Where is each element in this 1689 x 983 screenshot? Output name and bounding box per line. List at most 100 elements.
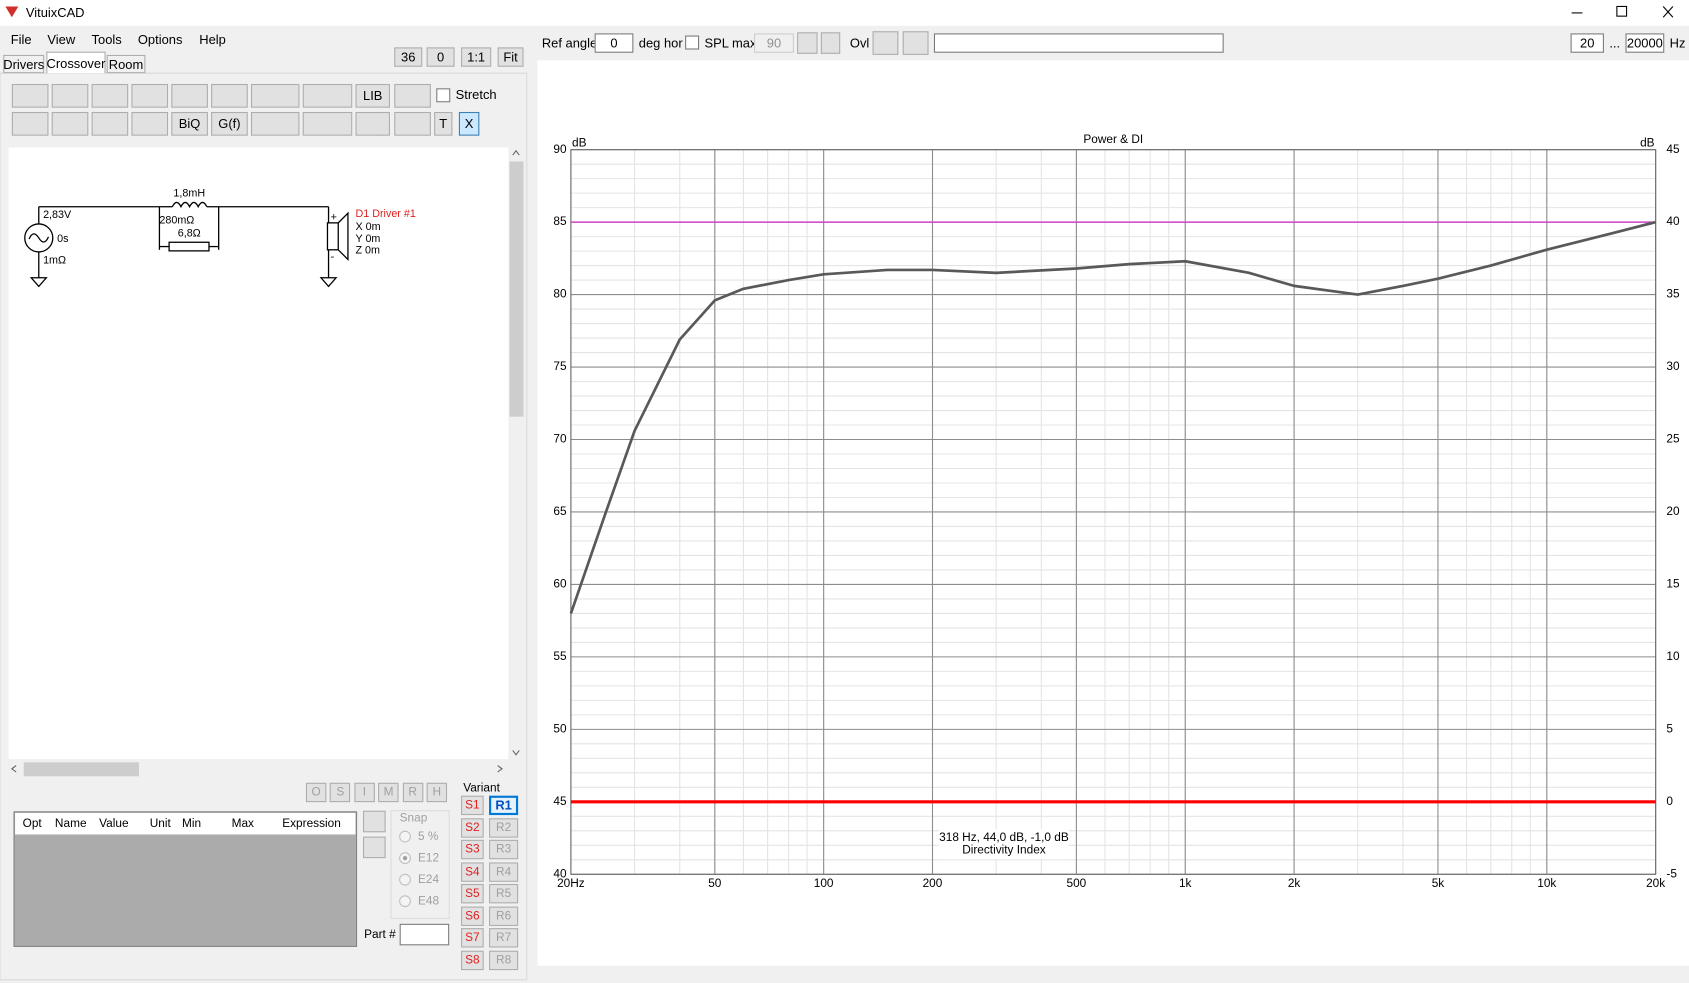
variant-r-button[interactable]: R6 (489, 906, 519, 926)
variant-r-button[interactable]: R2 (489, 817, 519, 838)
table-header: Max (231, 817, 254, 831)
toolbar-button[interactable] (91, 83, 129, 108)
zoom-button[interactable]: 36 (394, 47, 423, 67)
zoom-button[interactable]: 1:1 (461, 47, 492, 67)
toolbar-button[interactable] (11, 111, 49, 136)
toolbar-button[interactable]: X (458, 111, 480, 136)
schematic-label: Z 0m (355, 245, 380, 257)
snap-group (390, 810, 450, 919)
menu-item[interactable]: File (10, 32, 32, 48)
variant-r-button[interactable]: R8 (489, 950, 519, 970)
series-line (569, 220, 1656, 614)
tab[interactable]: Drivers (3, 54, 45, 74)
optimizer-button[interactable]: R (402, 782, 423, 803)
tab[interactable]: Crossover (46, 51, 106, 74)
toolbar-button[interactable] (302, 111, 353, 136)
toolbar-button[interactable] (250, 83, 300, 108)
toolbar-button[interactable] (355, 111, 390, 136)
toolbar-button[interactable] (171, 83, 208, 108)
hz-label: Hz (1669, 35, 1686, 51)
spl-max-checkbox[interactable] (685, 35, 700, 50)
menu-item[interactable]: Tools (91, 32, 122, 48)
add-overlay-button[interactable] (872, 31, 899, 55)
toolbar-button[interactable] (394, 111, 431, 136)
f-min-input[interactable]: 20 (1570, 33, 1604, 53)
variant-r-button[interactable]: R7 (489, 928, 519, 948)
y-tick-label: 60 (553, 577, 567, 591)
menu-item[interactable]: Help (199, 32, 226, 48)
variant-r-button[interactable]: R4 (489, 861, 519, 882)
spl-down-button[interactable] (820, 32, 841, 54)
toolbar-button[interactable]: BiQ (171, 111, 208, 136)
variant-s-button[interactable]: S6 (461, 906, 484, 926)
zoom-button[interactable]: Fit (497, 47, 524, 67)
variant-s-button[interactable]: S7 (461, 928, 484, 948)
chart: 20Hz 50 100 200 500 1k 2k 5k 10k 20k4045505560657… (553, 132, 1680, 890)
optimizer-button[interactable]: S (330, 782, 351, 803)
toolbar-button[interactable]: G(f) (211, 111, 248, 136)
y-axis-label: dB (572, 135, 587, 149)
stretch-checkbox[interactable] (436, 88, 451, 103)
optimizer-button[interactable]: M (378, 782, 399, 803)
toolbar-button[interactable] (211, 83, 248, 108)
spl-up-button[interactable] (797, 32, 818, 54)
toolbar-button[interactable] (51, 83, 89, 108)
x-tick-label: 20Hz (557, 876, 585, 890)
y2-tick-label: 20 (1666, 504, 1680, 518)
menu-item[interactable]: View (47, 32, 76, 48)
y-tick-label: 40 (553, 866, 567, 880)
variant-r-button[interactable]: R3 (489, 839, 519, 860)
variant-s-button[interactable]: S8 (461, 950, 484, 970)
menu-item[interactable]: Options (137, 32, 183, 48)
variant-s-button[interactable]: S2 (461, 817, 484, 838)
tab[interactable]: Room (106, 54, 146, 74)
move-down-button[interactable] (363, 836, 386, 859)
optimizer-button[interactable]: I (354, 782, 375, 803)
v-scroll-thumb[interactable] (509, 161, 524, 417)
v-scroll-arrows[interactable] (512, 149, 520, 756)
toolbar-button[interactable] (91, 111, 129, 136)
toolbar-button[interactable]: LIB (355, 83, 390, 108)
toolbar-button[interactable] (131, 83, 169, 108)
variant-label: Variant (463, 781, 500, 795)
table-header: Unit (149, 817, 171, 831)
y2-tick-label: 35 (1666, 287, 1680, 301)
y2-tick-label: -5 (1666, 866, 1677, 880)
toolbar-button[interactable] (302, 83, 353, 108)
toolbar-button[interactable] (131, 111, 169, 136)
f-max-input[interactable]: 20000 (1625, 33, 1665, 53)
table-header: Name (54, 817, 87, 831)
y-tick-label: 65 (553, 504, 567, 518)
variant-r-button[interactable]: R5 (489, 883, 519, 904)
toolbar-button[interactable] (394, 83, 431, 108)
move-up-button[interactable] (363, 810, 386, 833)
part-input[interactable] (399, 923, 450, 946)
annotation: Directivity Index (962, 843, 1046, 857)
toolbar-button[interactable] (11, 83, 49, 108)
h-scroll-thumb[interactable] (23, 762, 139, 777)
snap-option: 5 % (417, 830, 439, 844)
optimizer-button[interactable]: H (426, 782, 448, 803)
toolbar-button[interactable] (250, 111, 300, 136)
window-controls[interactable] (1571, 5, 1674, 18)
overlay-input[interactable] (933, 33, 1224, 53)
h-scroll-arrows[interactable] (10, 765, 503, 773)
snap-option: E12 (417, 851, 440, 865)
y-tick-label: 90 (553, 142, 567, 156)
toolbar-button[interactable] (51, 111, 89, 136)
variant-s-button[interactable]: S4 (461, 861, 484, 882)
variant-s-button[interactable]: S5 (461, 883, 484, 904)
toolbar-button[interactable]: T (434, 111, 453, 136)
stretch-label: Stretch (455, 87, 497, 103)
ref-angle-input[interactable]: 0 (594, 33, 634, 53)
y-tick-label: 80 (553, 287, 567, 301)
y-tick-label: 70 (553, 432, 567, 446)
optimizer-button[interactable]: O (305, 782, 327, 803)
variant-r-button[interactable]: R1 (489, 795, 519, 816)
spl-max-input[interactable]: 90 (754, 33, 794, 53)
variant-s-button[interactable]: S3 (461, 839, 484, 860)
zoom-button[interactable]: 0 (426, 47, 455, 67)
remove-overlay-button[interactable] (902, 31, 929, 55)
variant-s-button[interactable]: S1 (461, 795, 484, 816)
